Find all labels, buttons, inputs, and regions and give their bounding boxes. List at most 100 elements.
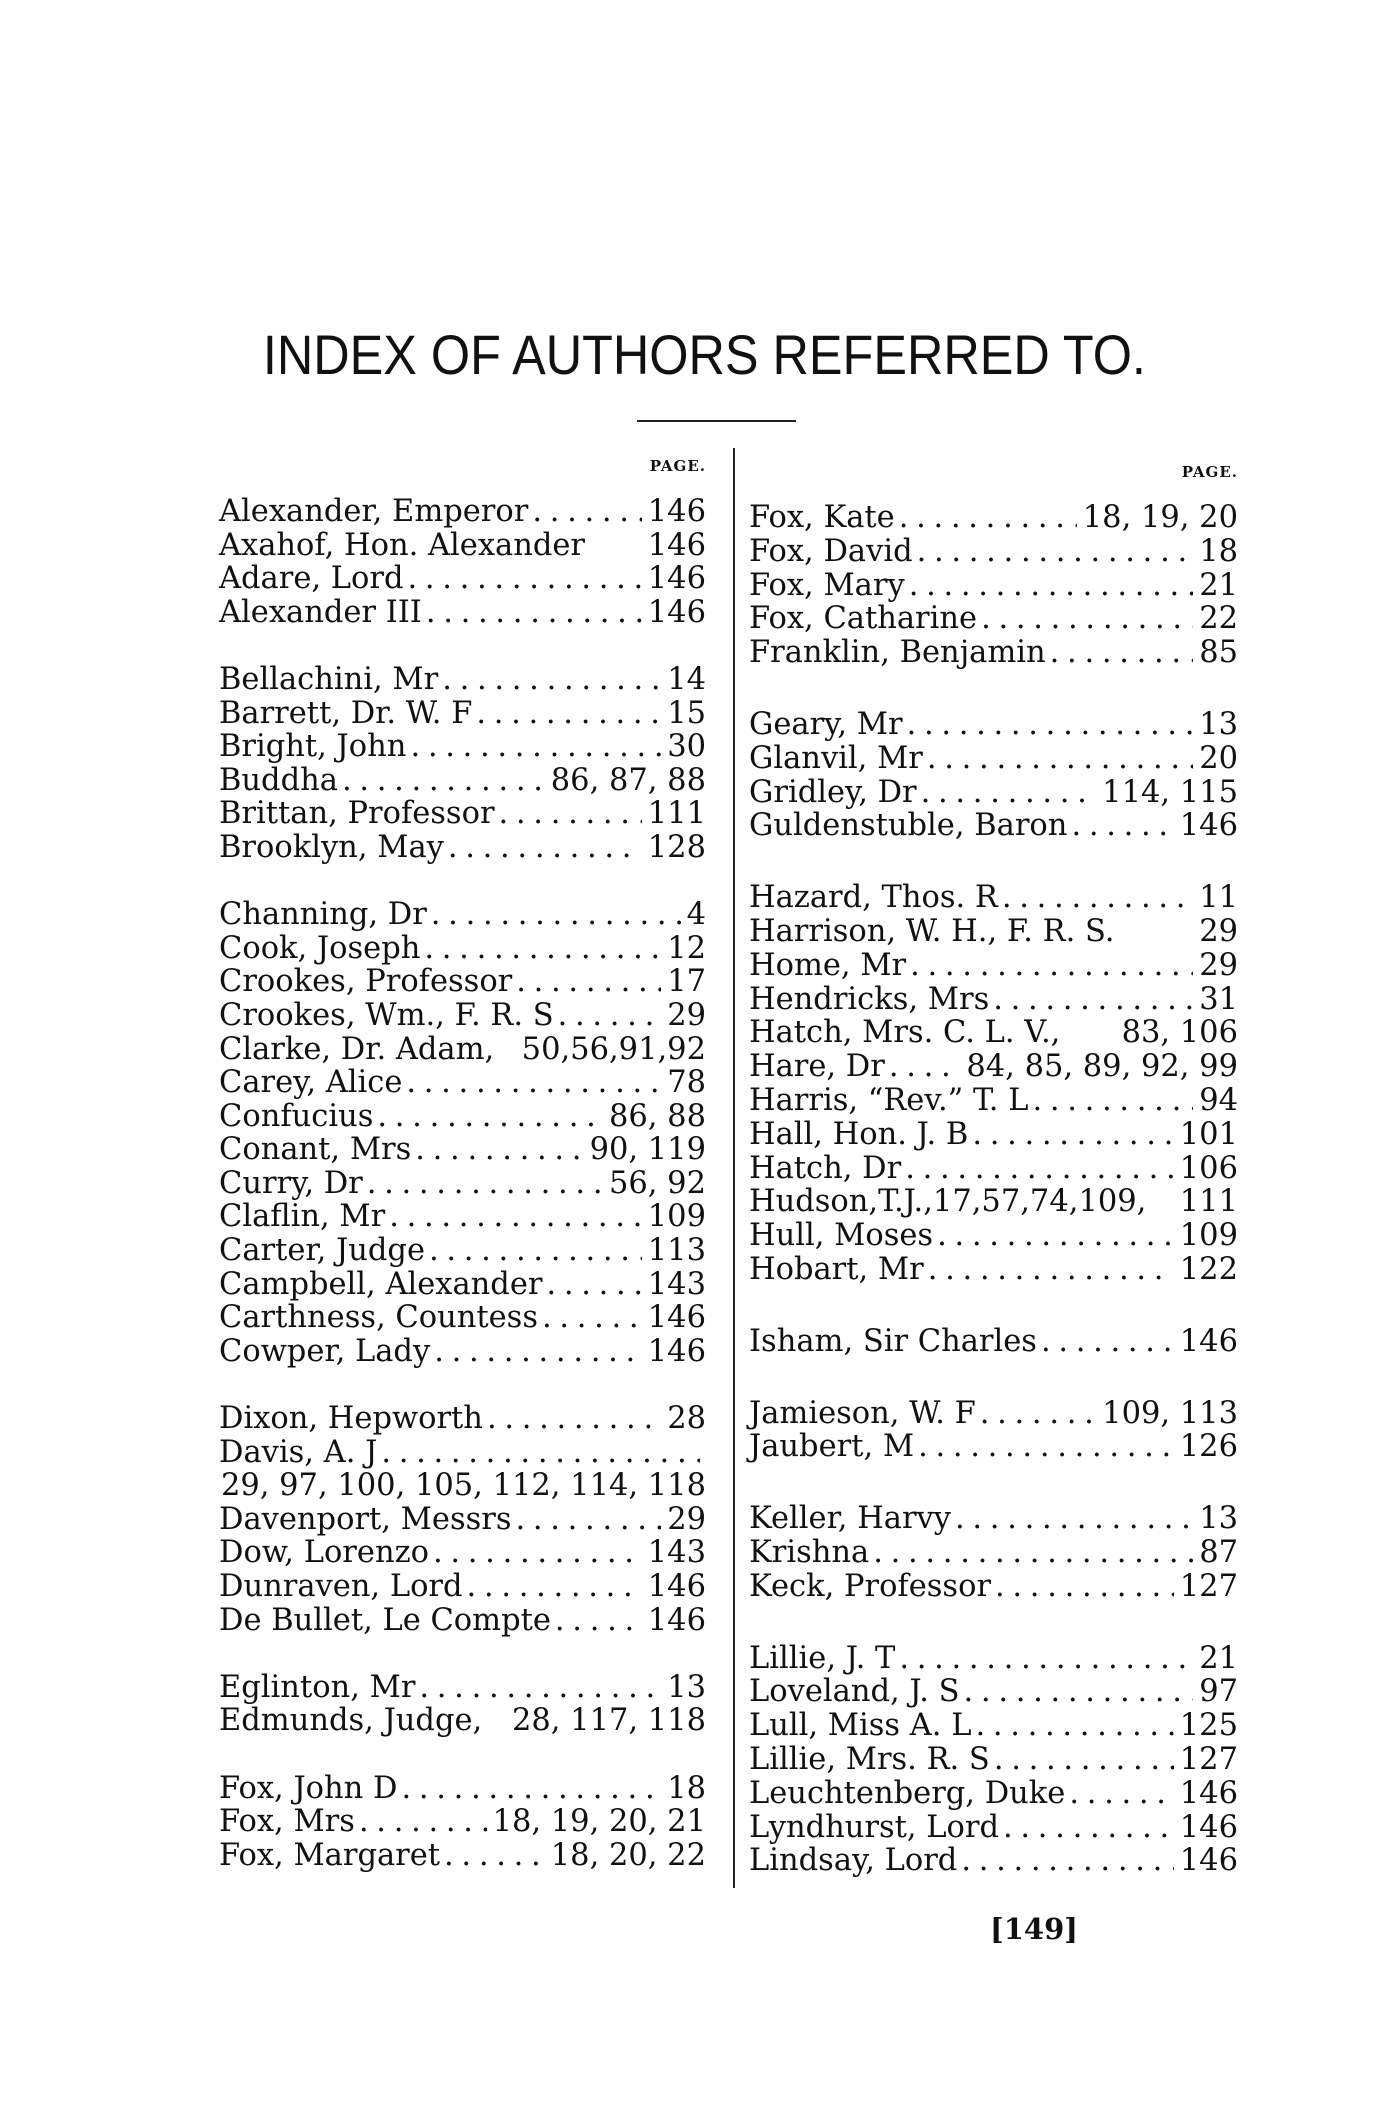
index-entry: Confucius 86, 88	[219, 1100, 706, 1134]
entry-pages: 21	[1199, 1640, 1238, 1676]
index-entry: Carthness, Countess 146	[219, 1301, 706, 1335]
entry-pages: 12	[667, 930, 706, 966]
index-entry: Hatch, Dr 106	[749, 1150, 1238, 1186]
entry-name: Geary, Mr	[749, 706, 903, 742]
section-gap	[749, 1464, 1238, 1502]
dot-leader	[359, 1805, 487, 1839]
index-entry: Fox, Mary 21	[749, 567, 1238, 603]
entry-name: Channing, Dr	[219, 897, 427, 933]
entry-name: Bellachini, Mr	[219, 661, 439, 697]
section-gap	[219, 1368, 706, 1402]
index-entry: Fox, Catharine 22	[749, 602, 1238, 636]
entry-name: Fox, Catharine	[749, 601, 978, 637]
index-entry: Lillie, J. T 21	[749, 1640, 1238, 1676]
entry-name: Fox, Kate	[749, 500, 895, 535]
entry-pages: 78	[667, 1065, 706, 1101]
section-gap	[219, 629, 706, 663]
entry-pages: 146	[647, 1602, 706, 1638]
index-entry: Brooklyn, May 128	[219, 831, 706, 865]
index-entry: Hatch, Mrs. C. L. V., 83, 106	[749, 1016, 1238, 1050]
entry-pages: 17	[667, 964, 706, 1000]
title-rule	[637, 420, 796, 422]
index-entry: 29, 97, 100, 105, 112, 114, 118	[219, 1469, 706, 1503]
entry-name: Dunraven, Lord	[219, 1569, 463, 1604]
index-entry: Crookes, Professor 17	[219, 965, 706, 999]
index-entry: Hendricks, Mrs 31	[749, 982, 1238, 1017]
entry-name: Gridley, Dr	[749, 774, 917, 810]
index-entry: Eglinton, Mr 13	[219, 1671, 706, 1705]
section-gap	[219, 1637, 706, 1671]
entry-pages: 114, 115	[1102, 774, 1238, 810]
index-entry: Cowper, Lady 146	[219, 1335, 706, 1369]
dot-leader	[910, 949, 1193, 983]
index-entry: Dow, Lorenzo 143	[219, 1536, 706, 1570]
entry-name: Brittan, Professor	[219, 796, 495, 832]
entry-pages: 29	[667, 997, 706, 1033]
entry-pages: 127	[1179, 1568, 1238, 1604]
dot-leader	[899, 501, 1077, 535]
entry-name: Claflin, Mr	[219, 1199, 386, 1235]
entry-name: Edmunds, Judge,	[219, 1703, 483, 1739]
index-entry: Dixon, Hepworth 28	[219, 1402, 706, 1436]
index-entry: Cook, Joseph 12	[219, 932, 706, 966]
entry-name: Hazard, Thos. R	[749, 880, 998, 916]
dot-leader	[993, 983, 1193, 1017]
entry-pages: 109, 113	[1102, 1395, 1238, 1431]
dot-leader	[516, 1503, 662, 1537]
index-entry: Fox, John D 18	[219, 1771, 706, 1806]
entry-pages: 13	[1199, 1501, 1238, 1537]
entry-pages: 109	[1179, 1218, 1238, 1254]
dot-leader	[419, 1671, 661, 1705]
index-entry: Hazard, Thos. R 11	[749, 881, 1238, 915]
dot-leader	[1071, 809, 1173, 843]
dot-leader	[487, 1402, 661, 1436]
entry-pages: 29	[1199, 947, 1238, 983]
entry-pages: 28, 117, 118	[511, 1703, 706, 1739]
entry-pages: 146	[1179, 1775, 1238, 1811]
dot-leader	[899, 1642, 1193, 1676]
entry-name: Dow, Lorenzo	[219, 1535, 430, 1571]
entry-name: Leuchtenberg, Duke	[749, 1775, 1066, 1811]
dot-leader	[961, 1844, 1173, 1878]
index-entry: De Bullet, Le Compte 146	[219, 1602, 706, 1638]
index-entry: Buddha 86, 87, 88	[219, 764, 706, 798]
dot-leader	[401, 1772, 661, 1806]
entry-pages: 56, 92	[608, 1165, 706, 1201]
dot-leader	[994, 1743, 1174, 1777]
index-entry: Fox, David 18	[749, 534, 1238, 569]
entry-pages: 20	[1199, 740, 1238, 776]
index-entry: Lull, Miss A. L 125	[749, 1709, 1238, 1743]
index-entry: Adare, Lord 146	[219, 562, 706, 596]
entry-name: Dixon, Hepworth	[219, 1401, 483, 1437]
index-entry: Fox, Mrs 18, 19, 20, 21	[219, 1805, 706, 1839]
entry-pages: 106	[1179, 1150, 1238, 1186]
index-entry: Hudson,T.J.,17,57,74,109, 111	[749, 1185, 1238, 1219]
entry-pages: 146	[647, 1569, 706, 1604]
entry-pages: 13	[1199, 706, 1238, 742]
index-entry: Hull, Moses 109	[749, 1219, 1238, 1253]
dot-leader	[995, 1570, 1174, 1604]
dot-leader	[558, 999, 662, 1033]
entry-name: Buddha	[219, 762, 338, 798]
entry-pages: 125	[1179, 1708, 1238, 1744]
entry-pages: 83, 106	[1121, 1015, 1238, 1051]
index-entry: Fox, Kate 18, 19, 20	[749, 501, 1238, 535]
index-entry: Campbell, Alexander 143	[219, 1268, 706, 1302]
dot-leader	[467, 1570, 642, 1604]
index-entry: Fox, Margaret 18, 20, 22	[219, 1839, 706, 1873]
entry-name: Hudson,T.J.,17,57,74,109,	[749, 1184, 1147, 1220]
entry-name: Confucius	[219, 1098, 374, 1134]
entry-pages: 22	[1199, 601, 1238, 637]
entry-pages: 126	[1179, 1429, 1238, 1465]
entry-name: Hatch, Mrs. C. L. V.,	[749, 1015, 1061, 1051]
entry-name: Fox, Mary	[749, 567, 905, 603]
index-entry: Channing, Dr 4	[219, 898, 706, 932]
index-entry: Gridley, Dr 114, 115	[749, 774, 1238, 810]
entry-pages: 30	[667, 729, 706, 765]
dot-leader	[476, 697, 661, 731]
entry-name: Alexander, Emperor	[219, 494, 529, 529]
dot-leader	[546, 1268, 641, 1302]
entry-name: Fox, Margaret	[219, 1837, 441, 1873]
dot-leader	[1032, 1084, 1193, 1118]
page-column-header: PAGE.	[649, 457, 706, 475]
